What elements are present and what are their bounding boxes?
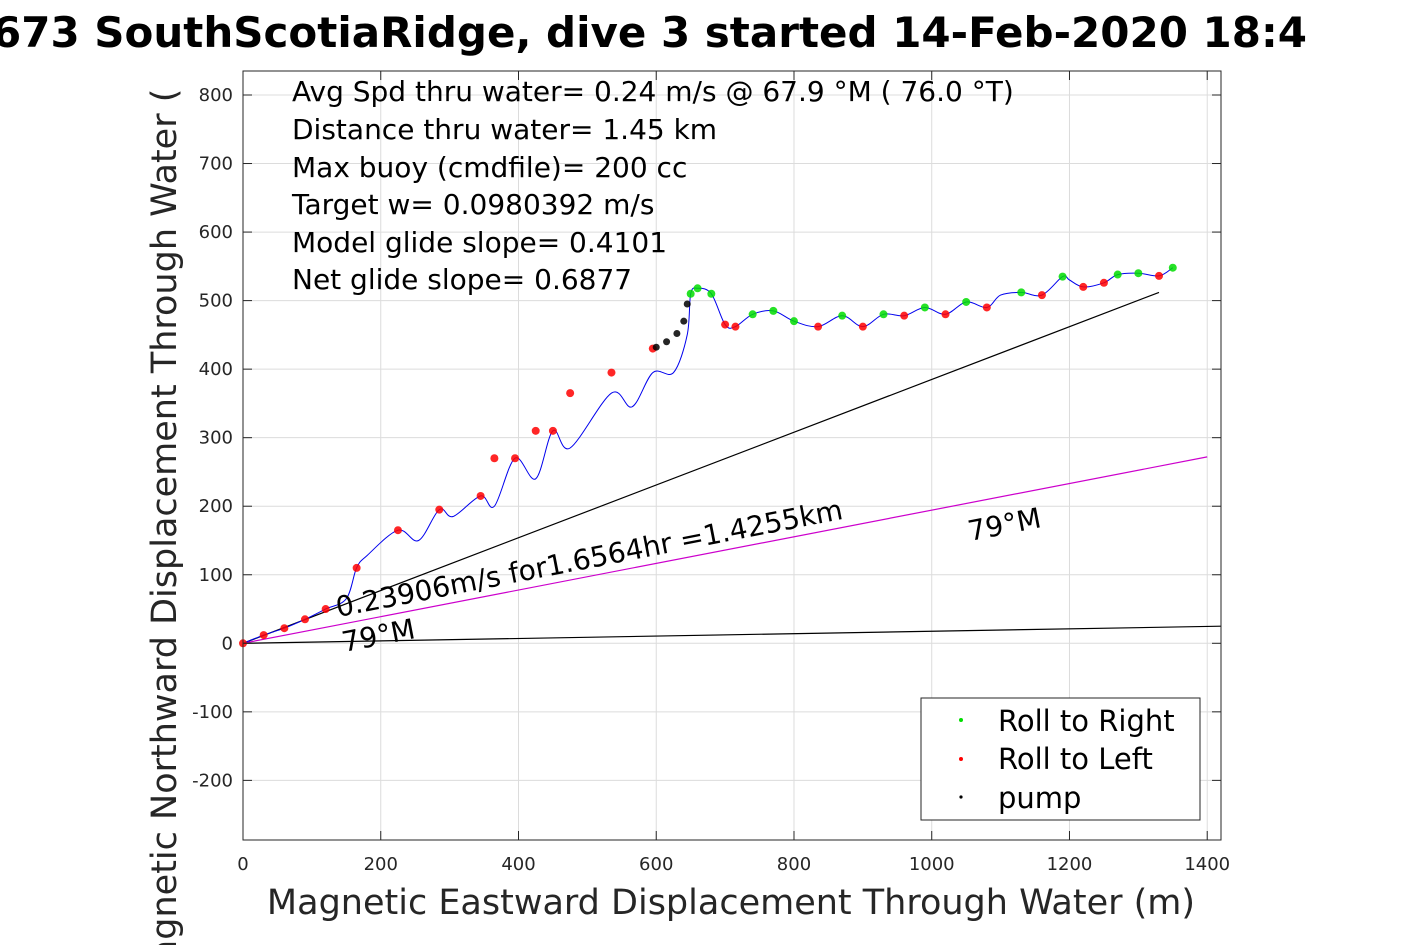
stats-line-net-glide: Net glide slope= 0.6877 [292, 263, 632, 296]
point-pump [683, 300, 691, 308]
point-pump [673, 330, 681, 338]
stats-line-model-glide: Model glide slope= 0.4101 [292, 226, 667, 259]
point-roll-to-left [1079, 282, 1088, 291]
point-roll-to-right [1168, 263, 1177, 272]
x-tick-label: 800 [777, 854, 811, 875]
point-roll-to-left [300, 615, 309, 624]
x-axis-ticks: 0 200 400 600 800 1000 1200 1400 [237, 71, 1230, 875]
legend-entry-roll-right: Roll to Right [998, 704, 1175, 738]
point-roll-to-right [1134, 269, 1143, 278]
point-roll-to-left [721, 320, 730, 329]
y-tick-label: 300 [199, 428, 233, 449]
point-roll-to-left [476, 491, 485, 500]
point-roll-to-left [607, 368, 616, 377]
x-tick-label: 400 [501, 854, 535, 875]
legend-box [920, 697, 1201, 821]
point-roll-to-left [900, 311, 909, 320]
grid-lines [242, 71, 1221, 840]
legend-swatch-roll-left [959, 757, 963, 761]
y-tick-label: 700 [199, 154, 233, 175]
point-roll-to-left [566, 389, 575, 398]
point-roll-to-right [686, 289, 695, 298]
axes-box [242, 70, 1222, 841]
point-roll-to-left [1099, 278, 1108, 287]
point-pump [663, 338, 671, 346]
point-roll-to-left [1155, 271, 1164, 280]
point-roll-to-left [731, 322, 740, 331]
point-roll-to-left [1037, 291, 1046, 300]
reference-line-1 [242, 456, 1208, 644]
y-tick-label: 100 [199, 565, 233, 586]
legend-swatch-roll-right [959, 718, 963, 722]
point-roll-to-right [707, 289, 716, 298]
y-axis-label: Magnetic Northward Displacement Through … [145, 89, 185, 945]
point-roll-to-right [962, 297, 971, 306]
legend-swatch-pump [959, 795, 963, 799]
point-roll-to-left [531, 426, 540, 435]
reference-line-0 [242, 291, 1160, 644]
legend-entry-pump: pump [998, 781, 1081, 815]
legend: Roll to Right Roll to Left pump [920, 697, 1201, 821]
x-tick-label: 1000 [909, 854, 955, 875]
legend-entry-roll-left: Roll to Left [998, 742, 1153, 776]
point-roll-to-left [393, 526, 402, 535]
x-axis-label: Magnetic Eastward Displacement Through W… [267, 883, 1195, 923]
y-tick-label: -200 [192, 770, 233, 791]
point-roll-to-left [280, 624, 289, 633]
point-pump [652, 343, 660, 351]
chart-title: 673 SouthScotiaRidge, dive 3 started 14-… [0, 8, 1307, 57]
point-roll-to-left [511, 454, 520, 463]
point-roll-to-right [789, 317, 798, 326]
point-roll-to-right [879, 310, 888, 319]
point-roll-to-left [814, 322, 823, 331]
y-tick-label: 200 [199, 496, 233, 517]
y-tick-label: 600 [199, 222, 233, 243]
point-roll-to-right [1058, 272, 1067, 281]
heading-far-annotation: 79°M [965, 501, 1044, 547]
point-roll-to-right [838, 311, 847, 320]
point-roll-to-right [920, 303, 929, 312]
y-tick-label: 0 [222, 633, 233, 654]
point-roll-to-left [548, 426, 557, 435]
stats-line-avg-speed: Avg Spd thru water= 0.24 m/s @ 67.9 °M (… [292, 75, 1014, 108]
point-roll-to-right [748, 310, 757, 319]
speed-line-annotation: 0.23906m/s for1.6564hr =1.4255km [333, 493, 845, 624]
x-tick-label: 600 [639, 854, 673, 875]
reference-lines [242, 291, 1222, 644]
y-tick-label: -100 [192, 702, 233, 723]
point-roll-to-left [259, 631, 268, 640]
x-tick-label: 1200 [1047, 854, 1093, 875]
y-tick-label: 500 [199, 291, 233, 312]
y-tick-label: 800 [199, 85, 233, 106]
point-roll-to-left [982, 303, 991, 312]
x-tick-label: 1400 [1184, 854, 1230, 875]
point-roll-to-right [693, 284, 702, 293]
point-roll-to-left [352, 563, 361, 572]
x-tick-label: 200 [364, 854, 398, 875]
y-tick-label: 400 [199, 359, 233, 380]
point-pump [680, 317, 688, 325]
point-roll-to-right [1113, 270, 1122, 279]
point-roll-to-left [858, 322, 867, 331]
reference-line-2 [242, 625, 1222, 644]
point-roll-to-left [490, 454, 499, 463]
point-roll-to-right [1017, 288, 1026, 297]
stats-line-max-buoy: Max buoy (cmdfile)= 200 cc [292, 151, 687, 184]
stats-line-distance: Distance thru water= 1.45 km [292, 113, 717, 146]
point-roll-to-left [941, 310, 950, 319]
roll-markers [239, 263, 1177, 648]
y-axis-ticks: -200 -100 0 100 200 300 400 500 600 700 800 [192, 85, 1221, 791]
point-roll-to-left [435, 505, 444, 514]
stats-line-target-w: Target w= 0.0980392 m/s [291, 188, 654, 221]
stats-text-block: Avg Spd thru water= 0.24 m/s @ 67.9 °M (… [291, 75, 1014, 296]
point-roll-to-left [321, 605, 330, 614]
point-roll-to-right [769, 306, 778, 315]
x-tick-label: 0 [237, 854, 248, 875]
